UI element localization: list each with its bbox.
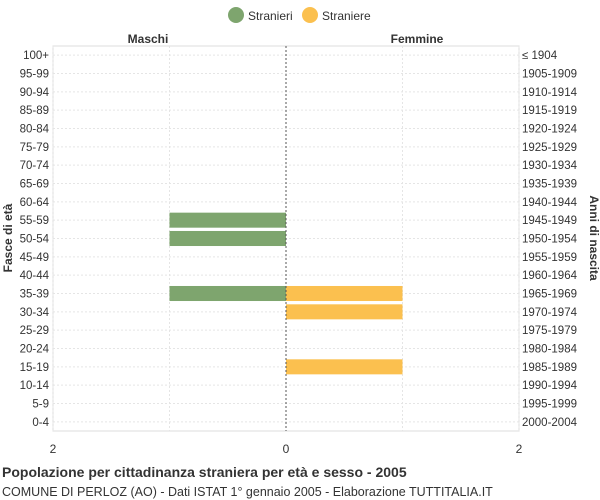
age-group-label: 5-9 xyxy=(32,399,49,411)
bar-female-15-19 xyxy=(286,359,403,375)
age-group-labels: 100+ 95-99 90-94 85-89 80-84 75-79 70-74 65-69 6… xyxy=(20,50,50,429)
x-tick-label: 2 xyxy=(50,442,57,456)
birth-year-label: 1960-1964 xyxy=(522,270,578,282)
bar-female-30-34 xyxy=(286,304,403,320)
birth-year-label: 1970-1974 xyxy=(522,307,578,319)
birth-year-label: 1915-1919 xyxy=(522,105,577,117)
birth-year-label: 1955-1959 xyxy=(522,252,577,264)
age-group-label: 50-54 xyxy=(20,234,50,246)
y-axis-label-right: Anni di nascita xyxy=(587,195,600,281)
birth-year-label: 1975-1979 xyxy=(522,325,577,337)
birth-year-label: 1930-1934 xyxy=(522,160,578,172)
birth-year-label: 1935-1939 xyxy=(522,179,577,191)
age-group-label: 25-29 xyxy=(20,325,49,337)
bars xyxy=(169,212,403,375)
birth-year-label: 1905-1909 xyxy=(522,69,577,81)
age-group-label: 70-74 xyxy=(20,160,50,172)
birth-year-labels: ≤ 1904 1905-1909 1910-1914 1915-1919 1920-19… xyxy=(522,50,578,429)
age-group-label: 95-99 xyxy=(20,69,49,81)
birth-year-label: 1925-1929 xyxy=(522,142,577,154)
age-group-label: 85-89 xyxy=(20,105,49,117)
birth-year-label: 1995-1999 xyxy=(522,399,577,411)
age-group-label: 60-64 xyxy=(20,197,50,209)
birth-year-label: 1965-1969 xyxy=(522,289,577,301)
legend: Stranieri Straniere xyxy=(228,7,371,23)
x-tick-label: 0 xyxy=(283,442,290,456)
birth-year-label: 1940-1944 xyxy=(522,197,578,209)
age-group-label: 40-44 xyxy=(20,270,50,282)
population-pyramid-chart: Stranieri Straniere Maschi Femmine 100+ 95… xyxy=(1,7,600,456)
bar-female-35-39 xyxy=(286,285,403,302)
age-group-label: 90-94 xyxy=(20,87,50,99)
age-group-label: 35-39 xyxy=(20,289,49,301)
age-group-label: 30-34 xyxy=(20,307,50,319)
chart-subtitle: COMUNE DI PERLOZ (AO) - Dati ISTAT 1° ge… xyxy=(2,485,493,499)
legend-label-straniere: Straniere xyxy=(322,9,371,23)
chart-title: Popolazione per cittadinanza straniera p… xyxy=(2,464,407,480)
x-tick-label: 2 xyxy=(516,442,523,456)
age-group-label: 100+ xyxy=(23,50,49,62)
legend-swatch-stranieri xyxy=(228,7,244,23)
birth-year-label: 1985-1989 xyxy=(522,362,577,374)
left-side-header: Maschi xyxy=(128,32,169,46)
age-group-label: 55-59 xyxy=(20,215,49,227)
age-group-label: 65-69 xyxy=(20,179,49,191)
age-group-label: 80-84 xyxy=(20,124,50,136)
age-group-label: 0-4 xyxy=(32,417,49,429)
birth-year-label: 1980-1984 xyxy=(522,344,578,356)
birth-year-label: 1910-1914 xyxy=(522,87,578,99)
birth-year-label: 1990-1994 xyxy=(522,380,578,392)
age-group-label: 20-24 xyxy=(20,344,50,356)
age-group-label: 45-49 xyxy=(20,252,49,264)
legend-swatch-straniere xyxy=(302,7,318,23)
age-group-label: 15-19 xyxy=(20,362,49,374)
age-group-label: 75-79 xyxy=(20,142,49,154)
birth-year-label: ≤ 1904 xyxy=(522,50,558,62)
bar-male-55-59 xyxy=(169,212,286,228)
bar-male-35-39 xyxy=(169,285,286,302)
birth-year-label: 2000-2004 xyxy=(522,417,578,429)
legend-label-stranieri: Stranieri xyxy=(248,9,293,23)
y-axis-label-left: Fasce di età xyxy=(1,203,15,272)
x-tick-labels: 2 0 2 xyxy=(50,442,523,456)
right-side-header: Femmine xyxy=(391,32,444,46)
birth-year-label: 1920-1924 xyxy=(522,124,578,136)
age-group-label: 10-14 xyxy=(20,380,50,392)
birth-year-label: 1950-1954 xyxy=(522,234,578,246)
bar-male-50-54 xyxy=(169,230,286,247)
birth-year-label: 1945-1949 xyxy=(522,215,577,227)
